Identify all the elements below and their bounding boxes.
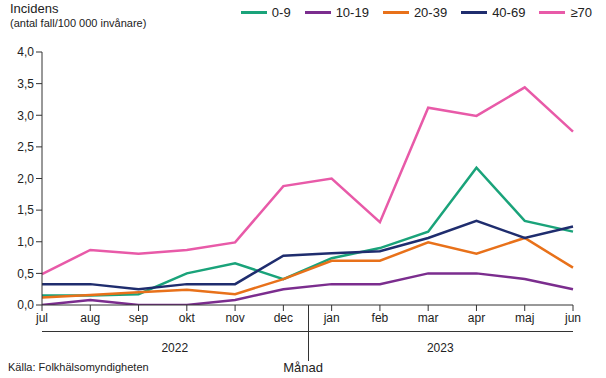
html-text:10-19: 10-19 — [335, 5, 369, 20]
svg-text:0,5: 0,5 — [17, 267, 34, 281]
svg-text:nov: nov — [225, 311, 244, 325]
html-text:Incidens: Incidens — [10, 1, 59, 16]
svg-text:0,0: 0,0 — [17, 298, 34, 312]
svg-text:jul: jul — [35, 311, 48, 325]
svg-text:apr: apr — [468, 311, 485, 325]
svg-text:dec: dec — [274, 311, 293, 325]
html-text:2022: 2022 — [161, 341, 189, 355]
html-text:2023: 2023 — [426, 341, 454, 355]
svg-text:mar: mar — [418, 311, 439, 325]
html-text:Källa: Folkhälsomyndigheten: Källa: Folkhälsomyndigheten — [8, 361, 149, 373]
svg-text:aug: aug — [80, 311, 100, 325]
svg-text:1,0: 1,0 — [17, 235, 34, 249]
html-text:Månad: Månad — [283, 360, 323, 375]
html-text:40-69: 40-69 — [492, 5, 526, 20]
svg-text:2,0: 2,0 — [17, 172, 34, 186]
svg-text:4,0: 4,0 — [17, 45, 34, 59]
svg-text:3,0: 3,0 — [17, 109, 34, 123]
svg-text:jun: jun — [564, 311, 581, 325]
html-text:(antal fall/100 000 invånare): (antal fall/100 000 invånare) — [10, 17, 147, 29]
svg-text:maj: maj — [515, 311, 534, 325]
html-text:20-39: 20-39 — [413, 5, 448, 20]
svg-text:2,5: 2,5 — [17, 140, 34, 154]
svg-text:1,5: 1,5 — [17, 203, 34, 217]
svg-text:jan: jan — [323, 311, 340, 325]
svg-text:sep: sep — [129, 311, 149, 325]
svg-text:feb: feb — [372, 311, 389, 325]
html-text:0-9: 0-9 — [271, 5, 291, 20]
html-text:≥70: ≥70 — [570, 5, 592, 20]
svg-text:3,5: 3,5 — [17, 77, 34, 91]
svg-text:okt: okt — [179, 311, 196, 325]
